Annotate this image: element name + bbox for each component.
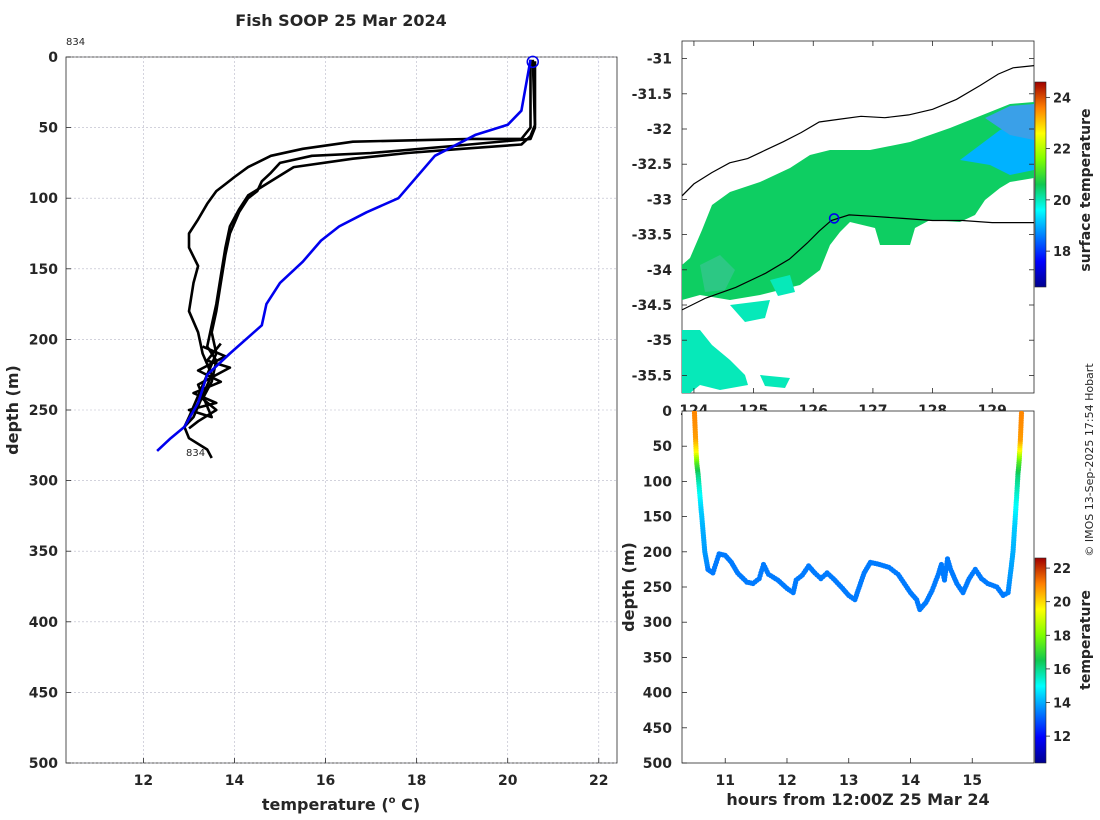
sst-field-south (682, 330, 748, 393)
profile-xtick-label: 20 (498, 773, 518, 789)
transect-colorbar-tick-label: 18 (1053, 629, 1071, 644)
sst-map: 124125126127128129-31-31.5-32-32.5-33-33… (632, 40, 1035, 419)
transect-xtick-label: 15 (963, 773, 982, 789)
transect-ytick-label: 450 (643, 721, 672, 737)
map-ytick-label: -34.5 (632, 298, 672, 314)
profile-ytick-label: 350 (29, 544, 58, 560)
profile-xtick-label: 12 (134, 773, 153, 789)
map-current-position (828, 213, 840, 224)
transect-ytick-label: 250 (643, 580, 672, 596)
map-ytick-label: -32.5 (632, 157, 672, 173)
map-ytick-label: -33.5 (632, 228, 672, 244)
profile-ytick-label: 200 (29, 332, 58, 348)
profile-series-line-5 (156, 59, 532, 452)
transect-colorbar-label: temperature (1078, 590, 1094, 690)
profile-series-line-4 (187, 342, 232, 419)
transect-colorbar-bar (1034, 557, 1047, 764)
profile-end-label: 834 (186, 448, 205, 459)
transect-colorbar-tick-label: 22 (1053, 562, 1071, 577)
profile-xtick-label: 16 (316, 773, 335, 789)
profile-series-line-1 (183, 59, 532, 459)
profile-series-line-3 (188, 61, 537, 430)
map-ytick-label: -35 (647, 333, 672, 349)
profile-ytick-label: 300 (29, 474, 58, 490)
map-colorbar-label: surface temperature (1078, 108, 1094, 271)
map-colorbar-tick-label: 18 (1053, 245, 1071, 260)
transect-chart: 11 12 13 14 15050100150200250300350400450500… (619, 404, 1035, 809)
map-colorbar-bar (1034, 81, 1047, 288)
transect-colorbar-tick-label: 12 (1053, 730, 1071, 745)
map-colorbar-tick-label: 24 (1053, 91, 1071, 106)
profile-xlabel: temperature (o C) (262, 795, 420, 814)
transect-ytick-label: 0 (662, 404, 672, 420)
transect-ytick-label: 150 (643, 510, 672, 526)
transect-ascent-point (1018, 411, 1025, 416)
transect-colorbar-tick-label: 14 (1053, 697, 1071, 712)
sst-field (682, 102, 1034, 393)
map-ytick-label: -33 (647, 192, 672, 208)
map-colorbar-tick-label: 22 (1053, 143, 1071, 158)
profile-ytick-label: 500 (29, 756, 58, 772)
map-ytick-label: -31.5 (632, 87, 672, 103)
transect-xtick-label: 12 (777, 773, 796, 789)
transect-colorbar-tick-label: 16 (1053, 663, 1071, 678)
transect-ytick-label: 300 (643, 615, 672, 631)
profile-ytick-label: 250 (29, 403, 58, 419)
sst-field-main (682, 102, 1034, 300)
sst-field-scattered (730, 275, 795, 388)
map-ship-track (682, 214, 1034, 311)
transect-xtick-label: 14 (901, 773, 921, 789)
transect-ytick-label: 400 (643, 686, 672, 702)
profile-chart: 12 14 16 18 20 22 0 50 100 150 200 250 300 350 400 450 5… (3, 37, 618, 814)
transect-ytick-label: 50 (653, 439, 673, 455)
page-title: Fish SOOP 25 Mar 2024 (235, 11, 446, 30)
transect-colorbar: 12 14 16 18 20 22 temperature (1034, 557, 1094, 764)
transect-xtick-label: 11 (715, 773, 734, 789)
sst-field-west-cool (700, 255, 735, 292)
profile-axes-frame (65, 56, 618, 764)
profile-start-marker (526, 55, 540, 69)
transect-ytick-label: 200 (643, 545, 672, 561)
profile-xtick-label: 14 (225, 773, 245, 789)
profile-start-label: 834 (66, 37, 85, 48)
profile-ytick-label: 100 (29, 191, 58, 207)
transect-xlabel: hours from 12:00Z 25 Mar 24 (726, 790, 989, 809)
copyright-note: © IMOS 13-Sep-2025 17:54 Hobart (1083, 363, 1096, 557)
transect-xtick-label: 13 (839, 773, 858, 789)
profile-ylabel: depth (m) (3, 365, 22, 455)
profile-xtick-label: 18 (407, 773, 426, 789)
map-coastline (682, 65, 1034, 197)
profile-ytick-label: 0 (48, 50, 58, 66)
profile-ytick-label: 150 (29, 262, 58, 278)
transect-ytick-label: 500 (643, 756, 672, 772)
profile-ytick-label: 400 (29, 615, 58, 631)
profile-ytick-label: 50 (39, 121, 59, 137)
profile-ytick-label: 450 (29, 685, 58, 701)
map-ytick-label: -34 (647, 263, 673, 279)
transect-ylabel: depth (m) (619, 542, 638, 632)
transect-ytick-label: 100 (643, 474, 672, 490)
map-ytick-label: -31 (647, 52, 672, 68)
map-colorbar: 18 20 22 24 surface temperature (1034, 81, 1094, 288)
profile-xtick-label: 22 (589, 773, 608, 789)
map-colorbar-tick-label: 20 (1053, 194, 1071, 209)
sst-field-east-cold (985, 104, 1034, 140)
transect-colorbar-tick-label: 20 (1053, 596, 1071, 611)
transect-ytick-label: 350 (643, 650, 672, 666)
map-ytick-label: -35.5 (632, 368, 672, 384)
map-ytick-label: -32 (647, 122, 672, 138)
